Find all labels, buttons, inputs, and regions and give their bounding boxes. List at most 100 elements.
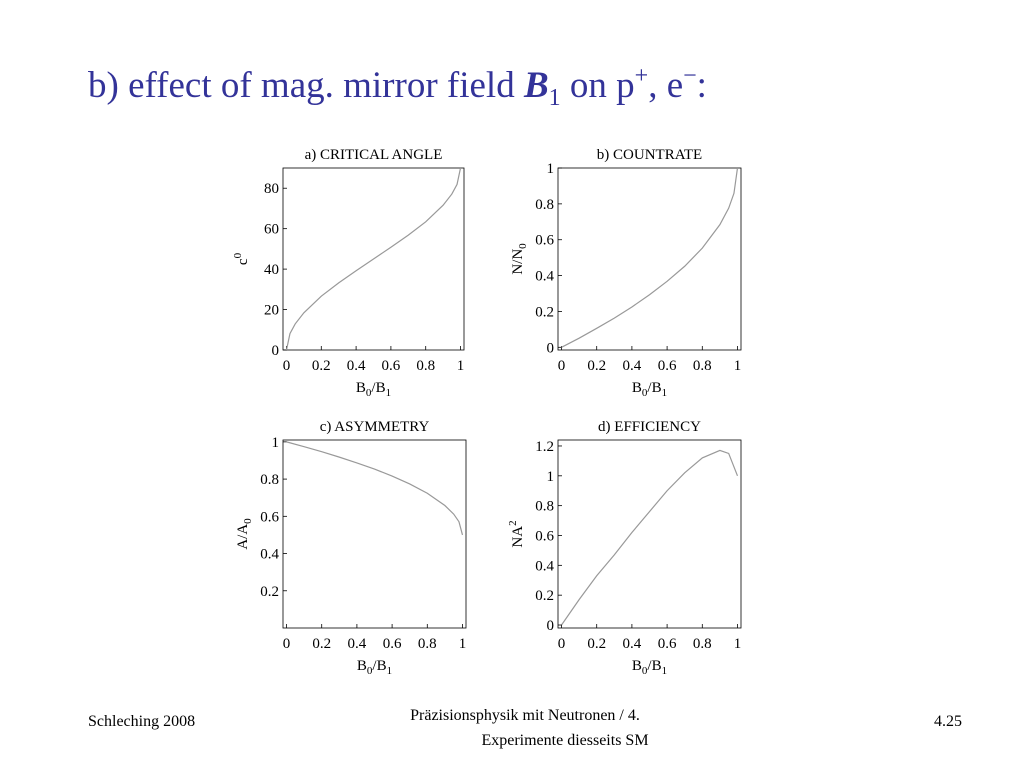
- title-part: on p: [561, 65, 635, 106]
- title-part: B: [523, 65, 549, 106]
- label-part: 0: [642, 387, 648, 399]
- slide-title: b) effect of mag. mirror field B1 on p+,…: [88, 63, 707, 111]
- y-tick-label: 1: [547, 161, 555, 177]
- label-part: B: [632, 380, 642, 396]
- plot-frame: [557, 439, 742, 629]
- y-tick-label: 0.6: [535, 528, 554, 544]
- title-part: , e: [648, 65, 683, 106]
- x-axis-label: B0/B1: [632, 380, 667, 399]
- x-tick-label: 0.8: [418, 636, 437, 652]
- label-part: 0: [242, 518, 254, 524]
- y-tick-label: 0: [547, 340, 555, 356]
- y-tick-label: 20: [264, 303, 279, 319]
- label-part: B: [632, 658, 642, 674]
- data-line: [286, 441, 464, 536]
- label-part: 1: [387, 665, 393, 677]
- x-tick-label: 0.8: [416, 358, 435, 374]
- x-axis-label: B0/B1: [632, 658, 667, 677]
- y-tick-label: 0.8: [535, 197, 554, 213]
- x-axis-label: B0/B1: [357, 658, 392, 677]
- x-tick-label: 0: [283, 358, 291, 374]
- footer-right: 4.25: [934, 713, 962, 730]
- label-part: 1: [662, 387, 668, 399]
- x-tick-label: 0.2: [312, 636, 331, 652]
- label-part: 0: [367, 665, 373, 677]
- y-tick-label: 0: [547, 618, 555, 634]
- x-tick-label: 0.6: [382, 358, 401, 374]
- x-tick-label: 0.8: [693, 358, 712, 374]
- y-axis-label: c0: [232, 252, 251, 265]
- x-tick-label: 0.8: [693, 636, 712, 652]
- y-axis-label: N/N0: [510, 243, 529, 275]
- x-tick-label: 0.4: [623, 358, 642, 374]
- y-tick-label: 1: [272, 435, 280, 451]
- y-tick-label: 0: [272, 343, 280, 359]
- chart-title: a) CRITICAL ANGLE: [305, 147, 443, 163]
- x-tick-label: 0.2: [587, 636, 606, 652]
- y-tick-label: 0.4: [260, 547, 279, 563]
- x-tick-label: 0: [283, 636, 291, 652]
- label-part: /B: [371, 380, 385, 396]
- label-part: 0: [642, 665, 648, 677]
- x-tick-label: 0.6: [658, 636, 677, 652]
- label-part: N/N: [510, 249, 526, 275]
- label-part: NA: [510, 526, 526, 548]
- x-tick-label: 0: [558, 636, 566, 652]
- plot-frame: [557, 167, 742, 351]
- data-line: [561, 167, 739, 348]
- label-part: /B: [372, 658, 386, 674]
- x-tick-label: 0.2: [587, 358, 606, 374]
- chart-title: b) COUNTRATE: [597, 147, 702, 163]
- title-part: :: [697, 65, 707, 106]
- y-tick-label: 0.2: [260, 584, 279, 600]
- y-tick-label: 80: [264, 181, 279, 197]
- footer-center: Experimente diesseits SM: [481, 732, 648, 749]
- label-part: 1: [662, 665, 668, 677]
- title-part: +: [635, 63, 649, 89]
- y-tick-label: 1.2: [535, 439, 554, 455]
- chart-title: c) ASYMMETRY: [320, 419, 430, 435]
- label-part: 1: [386, 387, 392, 399]
- y-axis-label: NA2: [507, 520, 526, 547]
- y-tick-label: 0.6: [535, 233, 554, 249]
- label-part: 0: [232, 252, 244, 258]
- label-part: c: [235, 258, 251, 265]
- y-tick-label: 0.8: [535, 499, 554, 515]
- x-tick-label: 0.6: [658, 358, 677, 374]
- data-line: [285, 167, 462, 351]
- title-part: b) effect of mag. mirror field: [88, 65, 524, 106]
- y-tick-label: 0.2: [535, 304, 554, 320]
- y-tick-label: 0.4: [535, 558, 554, 574]
- y-tick-label: 0.8: [260, 472, 279, 488]
- y-tick-label: 0.2: [535, 588, 554, 604]
- y-axis-label: A/A0: [235, 518, 254, 550]
- plot-frame: [282, 167, 465, 351]
- label-part: B: [357, 658, 367, 674]
- label-part: A/A: [235, 524, 251, 550]
- x-tick-label: 1: [734, 636, 742, 652]
- footer-left: Schleching 2008: [88, 713, 195, 730]
- chart-title: d) EFFICIENCY: [598, 419, 701, 435]
- label-part: /B: [647, 658, 661, 674]
- y-tick-label: 0.4: [535, 269, 554, 285]
- label-part: B: [356, 380, 366, 396]
- x-axis-label: B0/B1: [356, 380, 391, 399]
- y-tick-label: 1: [547, 469, 555, 485]
- x-tick-label: 1: [457, 358, 465, 374]
- title-part: −: [683, 63, 697, 89]
- label-part: 0: [517, 243, 529, 249]
- label-part: 0: [366, 387, 372, 399]
- label-part: /B: [647, 380, 661, 396]
- label-part: 2: [507, 520, 519, 526]
- x-tick-label: 0: [558, 358, 566, 374]
- x-tick-label: 0.4: [347, 358, 366, 374]
- x-tick-label: 0.6: [383, 636, 402, 652]
- y-tick-label: 0.6: [260, 509, 279, 525]
- y-tick-label: 60: [264, 222, 279, 238]
- x-tick-label: 0.4: [623, 636, 642, 652]
- x-tick-label: 0.2: [312, 358, 331, 374]
- footer-center: Präzisionsphysik mit Neutronen / 4.: [410, 707, 640, 724]
- title-part: 1: [549, 85, 561, 111]
